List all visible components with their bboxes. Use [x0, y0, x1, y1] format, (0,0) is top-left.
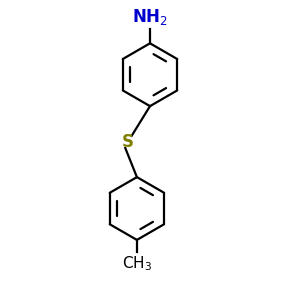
Text: NH$_2$: NH$_2$: [132, 7, 168, 27]
Text: CH$_3$: CH$_3$: [122, 254, 152, 273]
Text: S: S: [122, 133, 134, 151]
